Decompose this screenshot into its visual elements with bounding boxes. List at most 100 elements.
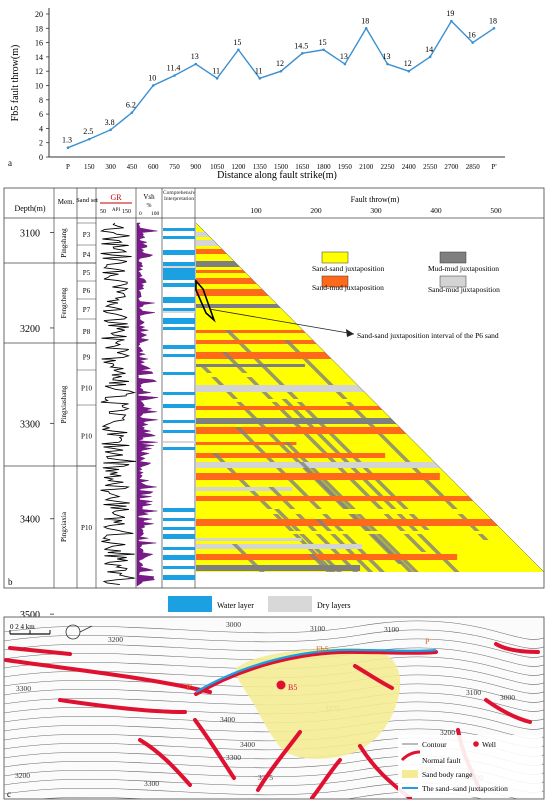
- water-layer-band: [163, 283, 195, 287]
- legend-sand-sand: Sand-sand juxtaposition: [312, 264, 385, 273]
- data-label: 13: [383, 52, 391, 61]
- contour-label: 3400: [240, 740, 255, 749]
- throw-series-line: [67, 20, 495, 149]
- data-label: 16: [468, 31, 476, 40]
- juxtaposition-band: [196, 385, 486, 392]
- fault-tick-label: 100: [250, 206, 262, 215]
- contour-label: 3000: [500, 693, 515, 702]
- data-point: [279, 69, 283, 73]
- sand-set-label: P7: [83, 306, 91, 314]
- water-layer-band: [163, 547, 195, 550]
- data-label: 2.5: [83, 127, 93, 136]
- juxtaposition-band: [196, 278, 424, 284]
- data-label: 10: [148, 74, 156, 83]
- sand-set-label: P5: [83, 269, 91, 277]
- normal-fault: [484, 698, 532, 724]
- water-layer-band: [163, 297, 195, 303]
- juxtaposition-band: [196, 315, 473, 322]
- legend-sand-mud-2: Sand-mud juxtaposition: [428, 285, 500, 294]
- data-label: 11: [255, 66, 263, 75]
- x-tick-label: 450: [127, 163, 138, 171]
- depth-tick-label: 3500: [20, 610, 40, 621]
- x-tick-label: 900: [191, 163, 202, 171]
- data-label: 3.8: [105, 118, 115, 127]
- scale-bar: 0 2 4 km: [9, 623, 51, 635]
- y-tick-label: 20: [35, 10, 43, 19]
- p6-annotation: Sand-sand juxtaposition interval of the …: [357, 331, 499, 340]
- legend-swatch-sand-mud-2: [439, 275, 467, 288]
- juxtaposition-band: [196, 232, 317, 237]
- normal-fault: [310, 758, 342, 799]
- legend-juxtaposition: The sand–sand juxtaposition: [422, 784, 508, 793]
- juxtaposition-band: [196, 453, 386, 458]
- data-point: [88, 137, 91, 141]
- water-layer-band: [163, 392, 195, 395]
- data-point: [428, 55, 432, 59]
- x-tick-label: 750: [169, 163, 180, 171]
- fault-label-fb5: Fb5: [316, 645, 328, 654]
- sand-set-label: P3: [83, 231, 91, 239]
- juxtaposition-diagonal: [283, 442, 489, 572]
- juxtaposition-band: [196, 364, 305, 367]
- sand-set-label: P10: [81, 524, 92, 532]
- water-layer-label: Water layer: [217, 601, 254, 610]
- juxtaposition-diagonal: [211, 453, 417, 572]
- normal-fault: [193, 718, 236, 780]
- juxtaposition-band: [196, 399, 402, 402]
- contour-label: 3300: [144, 779, 159, 788]
- y-tick-label: 10: [35, 82, 43, 91]
- dry-layer-band: [163, 311, 195, 313]
- water-layer-band: [163, 508, 195, 512]
- x-tick-label: 150: [84, 163, 95, 171]
- data-point: [322, 48, 325, 52]
- data-label: 15: [233, 38, 241, 47]
- well-label: B5: [288, 683, 297, 692]
- point-labels: 1.3 2.5 3.8 6.2 10 11.4 13 11 15 11 12 14.5 15 13 18 13…: [62, 9, 497, 150]
- x-tick-label: 2100: [359, 163, 374, 171]
- annotation-arrow: [208, 308, 355, 335]
- legend-well: Well: [482, 740, 496, 749]
- juxtaposition-band: [196, 427, 469, 434]
- water-layer-band: [163, 354, 195, 357]
- contour-label: 3200: [15, 771, 30, 780]
- contour-label: 3300: [226, 753, 241, 762]
- interp-header-box: Comprehensive Interpretation: [163, 190, 195, 202]
- data-label: 12: [276, 59, 284, 68]
- juxtaposition-band: [196, 531, 503, 534]
- panel-b-frame: [3, 187, 545, 589]
- north-arrow-icon: [65, 624, 93, 640]
- y-tick-label: 14: [35, 53, 43, 62]
- y-tick-label: 18: [35, 24, 43, 33]
- fault-tick-label: 200: [310, 206, 322, 215]
- juxtaposition-band: [196, 473, 440, 480]
- x-ticks: P 150 300 450 600 750 900 1050 1200 1350 1500 1650 1…: [66, 163, 497, 171]
- sand-set-label: P9: [83, 354, 91, 362]
- x-tick-label: 1050: [210, 163, 225, 171]
- sand-set-label: P10: [81, 385, 92, 393]
- juxtaposition-band: [196, 565, 361, 571]
- data-point: [364, 27, 368, 30]
- x-axis-label: Distance along fault strike(m): [217, 170, 337, 181]
- panel-letter-b: b: [8, 577, 13, 587]
- legend-sand-mud: Sand-mud juxtaposition: [312, 283, 384, 292]
- fault-throw-header: Fault throw(m): [351, 195, 400, 204]
- map-body: 3000 3100 3100 3200 3300 3400 3400 3300 3200 3100…: [4, 620, 544, 799]
- vsh-log-curve: [136, 222, 159, 587]
- legend-sand-body: Sand body range: [422, 770, 473, 779]
- normal-fault: [256, 730, 302, 792]
- interp-header: Comprehensive Interpretation: [163, 190, 195, 202]
- data-label: 11.4: [167, 63, 181, 72]
- juxtaposition-band: [196, 304, 460, 308]
- sand-set-label: P10: [81, 433, 92, 441]
- x-tick-label: 2700: [444, 163, 459, 171]
- normal-fault: [353, 664, 394, 690]
- normal-fault: [138, 738, 192, 787]
- juxtaposition-band: [196, 487, 293, 491]
- p-prime-label: P': [186, 683, 192, 692]
- y-tick-label: 6: [39, 110, 43, 119]
- data-label: 6.2: [126, 101, 136, 110]
- member-label: Pingshang: [60, 228, 68, 258]
- water-layer-band: [163, 228, 195, 231]
- y-ticks: 0 2 4 6 8 10 12 14 16 18 20: [35, 10, 49, 162]
- water-layer-band: [163, 447, 195, 450]
